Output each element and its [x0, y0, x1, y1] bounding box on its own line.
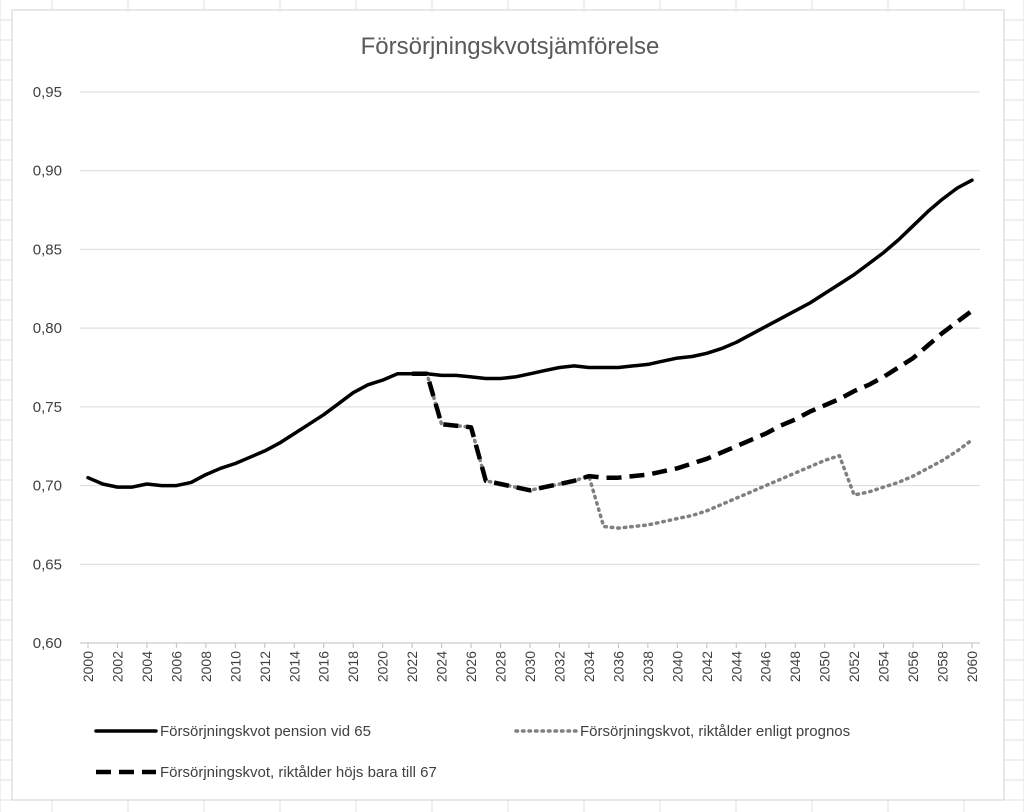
x-tick-label: 2022 — [404, 651, 420, 682]
x-tick-label: 2048 — [787, 651, 803, 682]
x-tick-label: 2046 — [758, 651, 774, 682]
x-tick-label: 2002 — [109, 651, 125, 682]
x-tick-label: 2042 — [699, 651, 715, 682]
chart-title: Försörjningskvotsjämförelse — [361, 33, 660, 60]
x-tick-label: 2052 — [846, 651, 862, 682]
x-tick-label: 2056 — [905, 651, 921, 682]
x-tick-label: 2038 — [640, 651, 656, 682]
x-tick-label: 2006 — [168, 651, 184, 682]
y-tick-label: 0,70 — [33, 478, 62, 495]
x-axis-ticks: 2000 2002 2004 2006 2008 2010 2012 2014 2016 2018… — [80, 643, 980, 682]
x-tick-label: 2036 — [610, 651, 626, 682]
x-tick-label: 2026 — [463, 651, 479, 682]
x-tick-label: 2014 — [286, 651, 302, 682]
legend-label: Försörjningskvot, riktålder höjs bara ti… — [160, 764, 437, 781]
y-tick-label: 0,85 — [33, 241, 62, 258]
x-tick-label: 2020 — [375, 651, 391, 682]
y-axis-ticks: 0,60 0,65 0,70 0,75 0,80 0,85 0,90 0,95 — [33, 84, 62, 652]
x-tick-label: 2018 — [345, 651, 361, 682]
legend-label: Försörjningskvot pension vid 65 — [160, 723, 371, 740]
plot-gridlines — [80, 91, 980, 644]
chart-area[interactable] — [11, 9, 1005, 801]
y-tick-label: 0,80 — [33, 320, 62, 337]
x-tick-label: 2050 — [817, 651, 833, 682]
x-tick-label: 2060 — [964, 651, 980, 682]
x-tick-label: 2030 — [522, 651, 538, 682]
series-line[interactable] — [410, 372, 974, 530]
x-tick-label: 2034 — [581, 651, 597, 682]
x-tick-label: 2000 — [80, 651, 96, 682]
y-tick-label: 0,95 — [33, 84, 62, 101]
x-tick-label: 2054 — [876, 651, 892, 682]
y-tick-label: 0,65 — [33, 556, 62, 573]
y-tick-label: 0,60 — [33, 635, 62, 652]
x-tick-label: 2028 — [493, 651, 509, 682]
x-tick-label: 2044 — [728, 651, 744, 682]
legend-label: Försörjningskvot, riktålder enligt progn… — [580, 723, 850, 740]
x-tick-label: 2016 — [316, 651, 332, 682]
y-tick-label: 0,75 — [33, 399, 62, 416]
x-tick-label: 2040 — [669, 651, 685, 682]
y-tick-label: 0,90 — [33, 163, 62, 180]
plot-series — [86, 178, 974, 530]
x-tick-label: 2032 — [551, 651, 567, 682]
x-tick-label: 2008 — [198, 651, 214, 682]
x-tick-label: 2024 — [434, 651, 450, 682]
x-tick-label: 2010 — [227, 651, 243, 682]
x-tick-label: 2004 — [139, 651, 155, 682]
legend: Försörjningskvot pension vid 65 Försörjni… — [94, 723, 850, 781]
x-tick-label: 2012 — [257, 651, 273, 682]
series-line[interactable] — [86, 178, 974, 489]
x-tick-label: 2058 — [935, 651, 951, 682]
series-line[interactable] — [412, 308, 974, 493]
